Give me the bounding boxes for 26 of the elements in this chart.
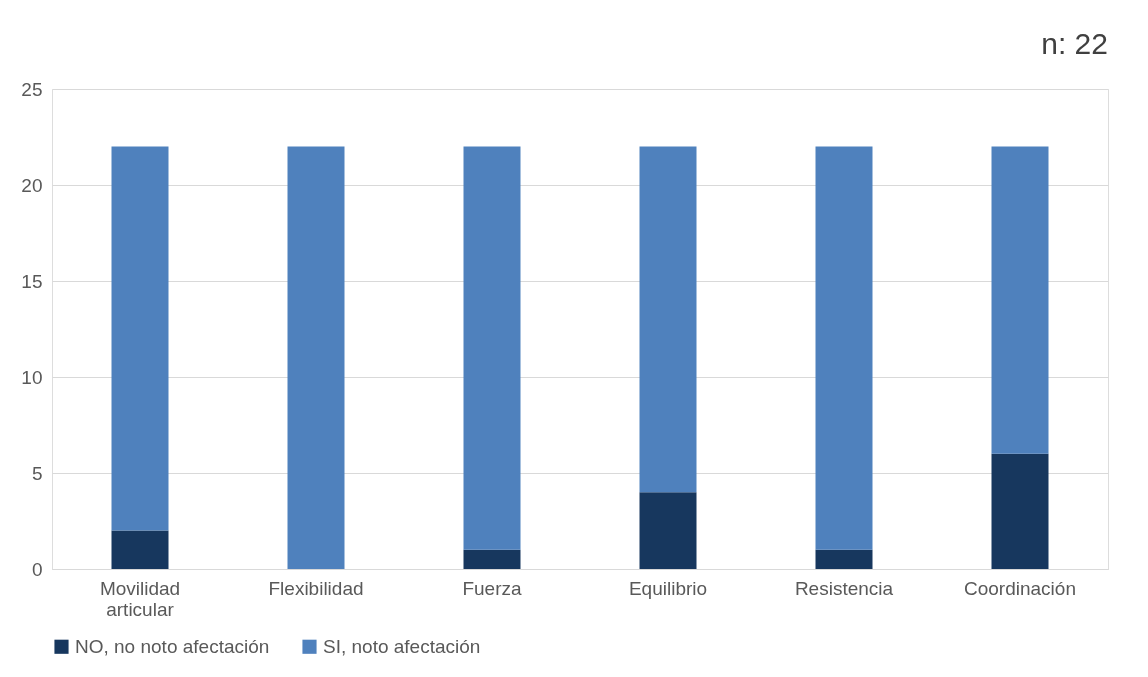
x-tick-label: Flexibilidad [268,577,364,599]
text: n: 22 [1041,27,1108,60]
y-tick-label: 10 [21,366,43,388]
y-tick-label: 0 [31,558,43,580]
bar [111,530,169,569]
x-tick-label: Movilidad articular [99,577,181,620]
bar [991,453,1049,569]
bar [815,549,873,569]
y-tick-label: 5 [31,462,43,484]
x-tick-label: Fuerza [462,577,522,599]
x-tick-label: Equilibrio [628,577,708,599]
y-tick-label: 25 [21,78,43,100]
bar [463,146,521,550]
y-tick-label: 15 [21,270,43,292]
bar [639,146,697,493]
bar [463,549,521,569]
x-tick-label: Coordinación [964,577,1076,599]
bar [287,146,345,569]
y-tick-label: 20 [21,174,43,196]
legend-label: NO, no noto afectación [75,635,270,657]
legend-label: SI, noto afectación [323,635,481,657]
bar [815,146,873,550]
bar [991,146,1049,454]
x-tick-label: Resistencia [794,577,894,599]
bar [639,492,697,569]
bar [111,146,169,531]
